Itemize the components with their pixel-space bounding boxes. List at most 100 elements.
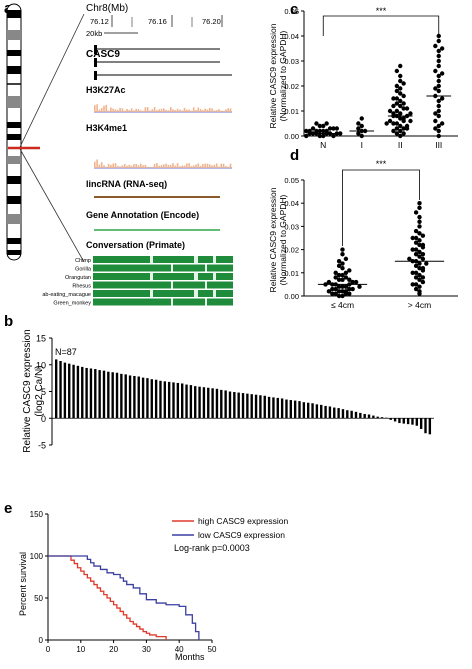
data-point bbox=[398, 73, 403, 79]
peak-bar bbox=[94, 161, 96, 168]
peak-bar bbox=[123, 110, 126, 112]
data-point bbox=[410, 247, 415, 252]
data-point bbox=[336, 284, 342, 289]
data-point bbox=[331, 133, 336, 139]
data-point bbox=[343, 270, 349, 275]
peak-bar bbox=[96, 159, 98, 168]
peak-bar bbox=[229, 163, 232, 168]
peak-bar bbox=[128, 110, 131, 112]
y-tick-label: 0.01 bbox=[284, 269, 299, 278]
legend-label-high: high CASC9 expression bbox=[198, 516, 289, 526]
peak-bar bbox=[222, 110, 225, 112]
data-point bbox=[353, 279, 359, 285]
peak-bar bbox=[130, 108, 133, 112]
peak-bar bbox=[225, 109, 227, 112]
y-tick-label: 100 bbox=[30, 552, 44, 561]
peak-bar bbox=[140, 163, 142, 168]
peak-bar bbox=[153, 163, 156, 168]
bar bbox=[124, 374, 127, 419]
peak-bar bbox=[146, 107, 149, 112]
peak-bar bbox=[188, 109, 190, 112]
data-point bbox=[420, 242, 426, 248]
data-point bbox=[321, 133, 326, 139]
bar bbox=[428, 418, 432, 435]
conservation-gap bbox=[194, 290, 198, 297]
peak-bar bbox=[123, 164, 126, 168]
bar bbox=[311, 403, 314, 419]
peak-bar bbox=[229, 108, 232, 112]
bar bbox=[376, 416, 379, 419]
panel-c-label: c bbox=[290, 1, 298, 18]
data-point bbox=[417, 201, 422, 206]
data-point bbox=[321, 128, 326, 134]
bar bbox=[393, 418, 397, 422]
y-tick-label: 0.02 bbox=[284, 82, 299, 91]
bar bbox=[68, 363, 71, 419]
conservation-gap bbox=[213, 290, 216, 297]
peak-bar bbox=[211, 108, 213, 112]
peak-bar bbox=[163, 164, 165, 168]
species-label: Gorilla bbox=[75, 267, 92, 273]
panel-b-annotation: N=87 bbox=[55, 347, 77, 357]
panel-d-ylabel-sub: (Normalized to GAPDH) bbox=[278, 194, 288, 285]
bar bbox=[350, 410, 353, 419]
data-point bbox=[417, 238, 422, 243]
panel-d-plot: 0.00 0.01 0.02 0.03 0.04 0.05 ≤ 4cm > 4cm *** bbox=[284, 159, 458, 310]
peak-bar bbox=[149, 110, 151, 112]
peak-bar bbox=[144, 107, 147, 112]
panel-a: a Chr8(Mb) 76.12 76.16 76.20 20kb CASC9 bbox=[4, 0, 233, 307]
bar bbox=[194, 386, 197, 419]
peak-bar bbox=[218, 109, 220, 112]
data-point bbox=[310, 126, 316, 131]
bar bbox=[63, 362, 67, 419]
peak-bar bbox=[218, 166, 220, 168]
x-tick-label: 30 bbox=[142, 645, 151, 654]
bar bbox=[389, 418, 392, 420]
peak-bar bbox=[114, 109, 117, 112]
peak-bar bbox=[167, 164, 170, 168]
data-point bbox=[330, 291, 335, 296]
bar bbox=[285, 399, 288, 419]
panel-e-legend: high CASC9 expression low CASC9 expressi… bbox=[172, 516, 289, 553]
data-point bbox=[394, 131, 400, 136]
peak-bar bbox=[119, 166, 121, 168]
data-point bbox=[384, 121, 389, 126]
bar bbox=[154, 379, 158, 419]
data-point bbox=[436, 53, 441, 59]
data-point bbox=[340, 261, 345, 266]
survival-curve-low bbox=[48, 555, 200, 640]
data-point bbox=[413, 240, 419, 245]
peak-bar bbox=[158, 109, 160, 112]
data-point bbox=[398, 78, 403, 84]
bar bbox=[55, 359, 58, 419]
peak-bar bbox=[121, 165, 124, 168]
peak-bar bbox=[112, 108, 114, 112]
panel-c-ylabel-sub: (Normalized to GAPDH) bbox=[278, 30, 288, 121]
y-tick-label: 0.02 bbox=[284, 246, 299, 255]
data-point bbox=[347, 291, 352, 296]
x-tick-label: III bbox=[435, 140, 442, 150]
peak-bar bbox=[112, 163, 114, 168]
track-gene-annotation-label: Gene Annotation (Encode) bbox=[86, 210, 199, 220]
bar bbox=[411, 418, 414, 425]
panel-e: e Percent survival Months 0 50 100 150 0 10 20… bbox=[4, 500, 289, 662]
data-point bbox=[394, 96, 400, 101]
data-point bbox=[439, 71, 445, 76]
data-point bbox=[307, 128, 312, 134]
data-point bbox=[417, 219, 422, 224]
conservation-bar bbox=[93, 290, 233, 297]
track-h3k4me1-label: H3K4me1 bbox=[86, 123, 127, 133]
bar bbox=[98, 370, 101, 419]
peak-bar bbox=[142, 165, 144, 168]
peak-bar bbox=[169, 107, 172, 112]
track-h3k27ac-label: H3K27Ac bbox=[86, 85, 126, 95]
peak-bar bbox=[117, 109, 119, 112]
data-point bbox=[436, 108, 441, 114]
data-point bbox=[343, 289, 349, 294]
bar bbox=[341, 409, 345, 419]
conservation-gap bbox=[213, 256, 216, 263]
data-point bbox=[359, 123, 364, 129]
bar bbox=[241, 393, 245, 419]
data-point bbox=[340, 284, 345, 289]
peak-bar bbox=[119, 107, 121, 112]
